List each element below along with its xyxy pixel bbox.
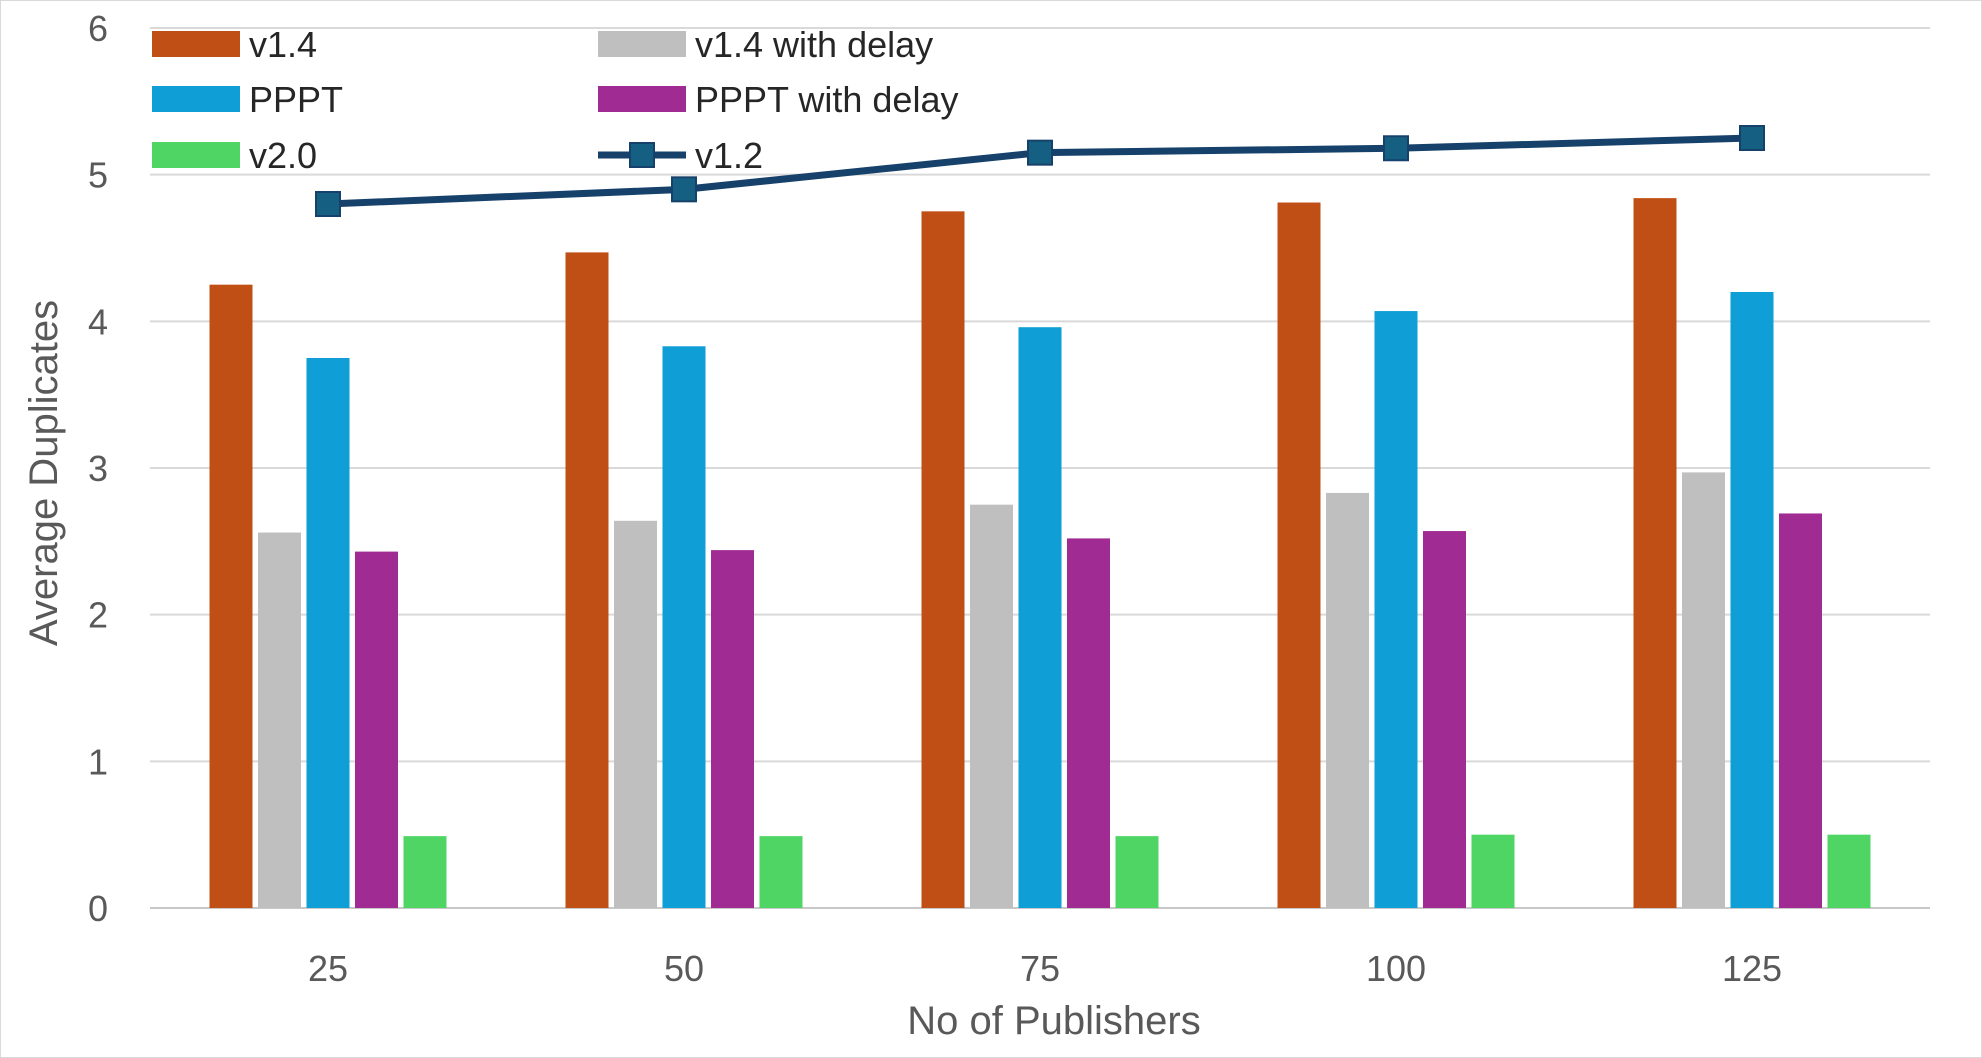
legend-swatch <box>598 86 686 112</box>
line-marker <box>671 176 697 203</box>
bar-v1.4-with-delay <box>258 532 301 908</box>
bar-v2.0 <box>403 836 447 908</box>
x-tick-label: 75 <box>1020 948 1060 989</box>
bar-pppt <box>1730 292 1774 908</box>
bar-v2.0 <box>1827 834 1871 908</box>
bar-pppt <box>1018 327 1062 908</box>
y-tick-label: 0 <box>88 888 108 929</box>
x-tick-label: 50 <box>664 948 704 989</box>
bar-v1.4 <box>1277 202 1321 909</box>
y-axis-ticks: 0 1 2 3 4 5 6 <box>88 8 108 929</box>
legend-swatch <box>152 142 240 168</box>
legend-label: v1.2 <box>695 135 763 176</box>
gridlines <box>150 27 1930 909</box>
bar-pppt-with-delay <box>1067 538 1110 908</box>
legend-label: v1.4 with delay <box>695 24 933 65</box>
bar-pppt-with-delay <box>355 551 398 908</box>
bar-v1.4 <box>1633 198 1677 909</box>
bar-v1.4 <box>565 252 609 908</box>
line-marker <box>1027 139 1053 166</box>
bar-pppt-with-delay <box>1779 513 1822 908</box>
line-series <box>315 125 1765 217</box>
bars <box>209 198 1871 909</box>
bar-v2.0 <box>759 836 803 908</box>
bar-v1.4-with-delay <box>1326 492 1369 908</box>
bar-pppt <box>1374 311 1418 909</box>
bar-v1.4-with-delay <box>1682 472 1725 908</box>
bar-pppt <box>306 358 350 908</box>
line-marker <box>1383 135 1409 162</box>
x-tick-label: 25 <box>308 948 348 989</box>
legend-marker <box>629 142 655 168</box>
y-tick-label: 1 <box>88 741 108 782</box>
line-marker <box>1739 125 1765 151</box>
legend-label: PPPT with delay <box>695 79 958 120</box>
bar-pppt-with-delay <box>1423 531 1466 908</box>
y-tick-label: 2 <box>88 595 108 636</box>
bar-v1.4 <box>209 284 253 909</box>
y-tick-label: 3 <box>88 448 108 489</box>
y-axis-title: Average Duplicates <box>22 300 66 646</box>
x-axis-ticks: 25 50 75 100 125 <box>308 948 1782 989</box>
bar-pppt-with-delay <box>711 550 754 908</box>
x-tick-label: 100 <box>1366 948 1426 989</box>
x-axis-title: No of Publishers <box>907 999 1200 1043</box>
legend-swatch <box>152 86 240 112</box>
bar-v1.4 <box>921 211 965 909</box>
legend: v1.4 v1.4 with delay PPPT PPPT with delay v2… <box>152 24 958 176</box>
legend-label: v2.0 <box>249 135 317 176</box>
x-tick-label: 125 <box>1722 948 1782 989</box>
legend-label: PPPT <box>249 79 343 120</box>
legend-label: v1.4 <box>249 24 317 65</box>
y-tick-label: 5 <box>88 155 108 196</box>
bar-v1.4-with-delay <box>614 520 657 908</box>
legend-swatch <box>598 31 686 57</box>
bar-v2.0 <box>1471 834 1515 908</box>
bar-pppt <box>662 346 706 908</box>
bar-v2.0 <box>1115 836 1159 908</box>
bar-v1.4-with-delay <box>970 504 1013 908</box>
line-marker <box>315 191 341 217</box>
legend-swatch <box>152 31 240 57</box>
y-tick-label: 4 <box>88 301 108 342</box>
y-tick-label: 6 <box>88 8 108 49</box>
